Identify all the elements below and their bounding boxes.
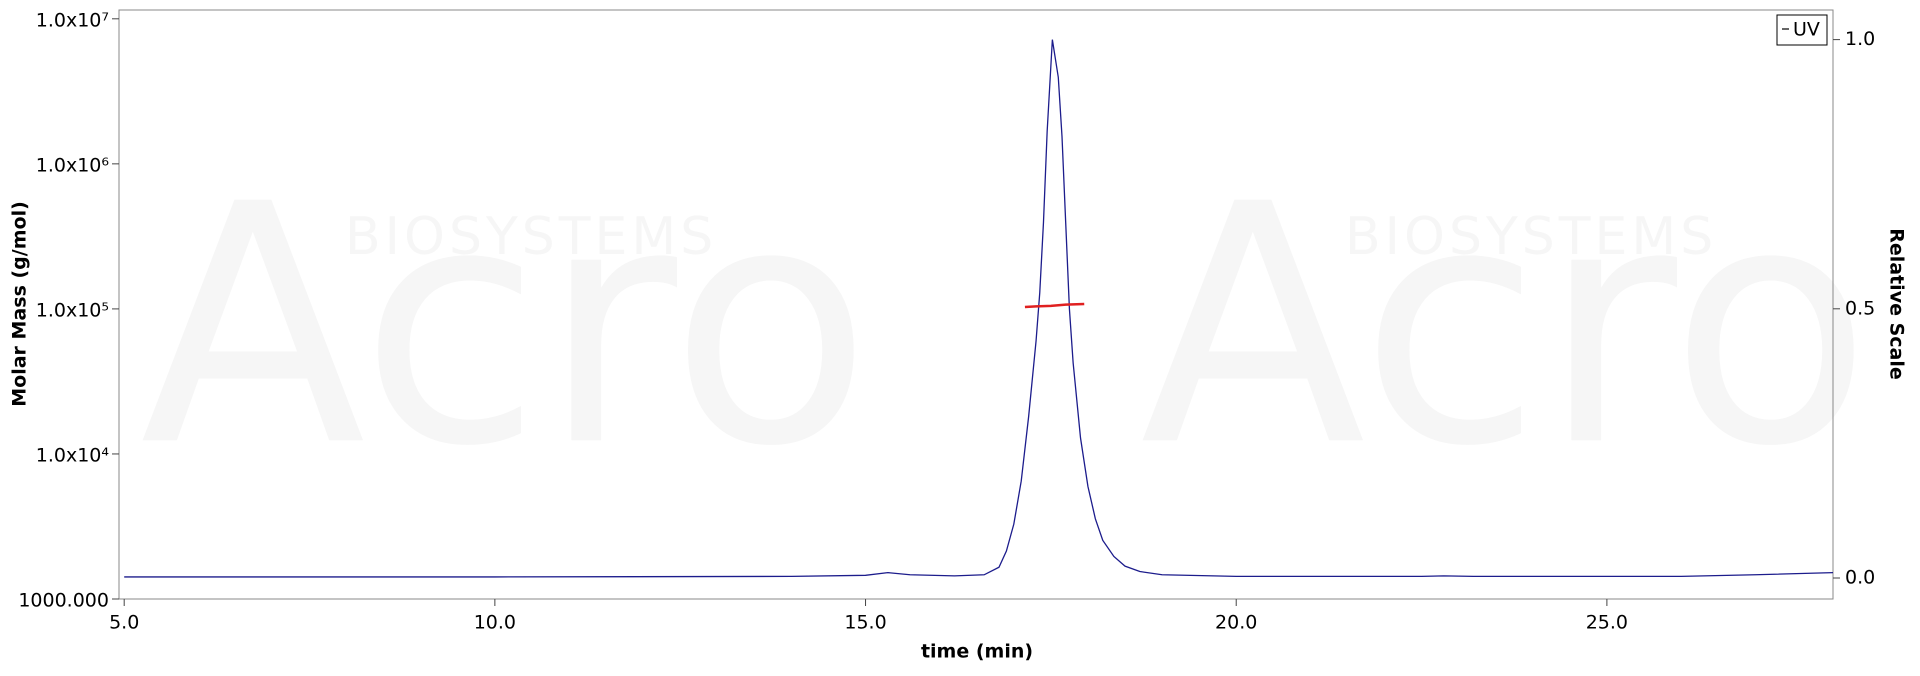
legend-label: UV (1793, 19, 1820, 41)
y2-tick-label: 0.5 (1845, 297, 1875, 319)
legend: UV (1776, 14, 1828, 46)
y2-tick-label: 1.0 (1845, 28, 1875, 50)
watermark: Acro (1140, 134, 1872, 518)
y-tick-label: 1.0x10⁴ (36, 444, 110, 466)
watermark: BIOSYSTEMS (1345, 207, 1717, 267)
series-line (124, 39, 1834, 578)
watermark: Acro (140, 134, 872, 518)
legend-box (1776, 14, 1828, 46)
watermark: BIOSYSTEMS (345, 207, 717, 267)
x-tick-label: 5.0 (109, 612, 139, 634)
x-tick-label: 15.0 (844, 612, 886, 634)
y-tick-label: 1.0x10⁷ (36, 9, 109, 31)
x-tick-label: 25.0 (1586, 612, 1628, 634)
y2-axis-title: Relative Scale (1886, 228, 1908, 380)
plot-frame (118, 9, 1834, 600)
series-line (1024, 302, 1085, 309)
y-tick-label: 1.0x10⁶ (36, 154, 109, 176)
y-tick-label: 1.0x10⁵ (36, 299, 109, 321)
x-axis-title: time (min) (921, 641, 1033, 663)
y-tick-label: 1000.000 (18, 590, 109, 612)
x-tick-label: 20.0 (1215, 612, 1257, 634)
x-tick-label: 10.0 (474, 612, 516, 634)
y-axis-title: Molar Mass (g/mol) (9, 201, 31, 407)
y2-tick-label: 0.0 (1845, 567, 1875, 589)
